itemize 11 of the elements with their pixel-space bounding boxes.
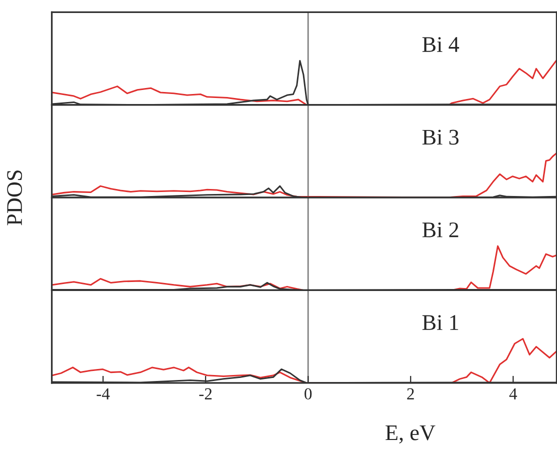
x-tick-label: 4 [509,388,518,400]
x-tick-label: 0 [304,388,312,400]
x-axis-title: E, eV [386,425,436,444]
text: Bi 3 [422,130,459,145]
x-tick-label: -2 [199,388,212,400]
text: Bi 2 [422,222,458,238]
text: Bi 4 [422,37,460,52]
x-tick-label: 2 [407,388,414,400]
y-axis-title: PDOS [7,170,22,226]
x-tick-label: -4 [96,388,110,400]
text: Bi 1 [422,315,458,330]
